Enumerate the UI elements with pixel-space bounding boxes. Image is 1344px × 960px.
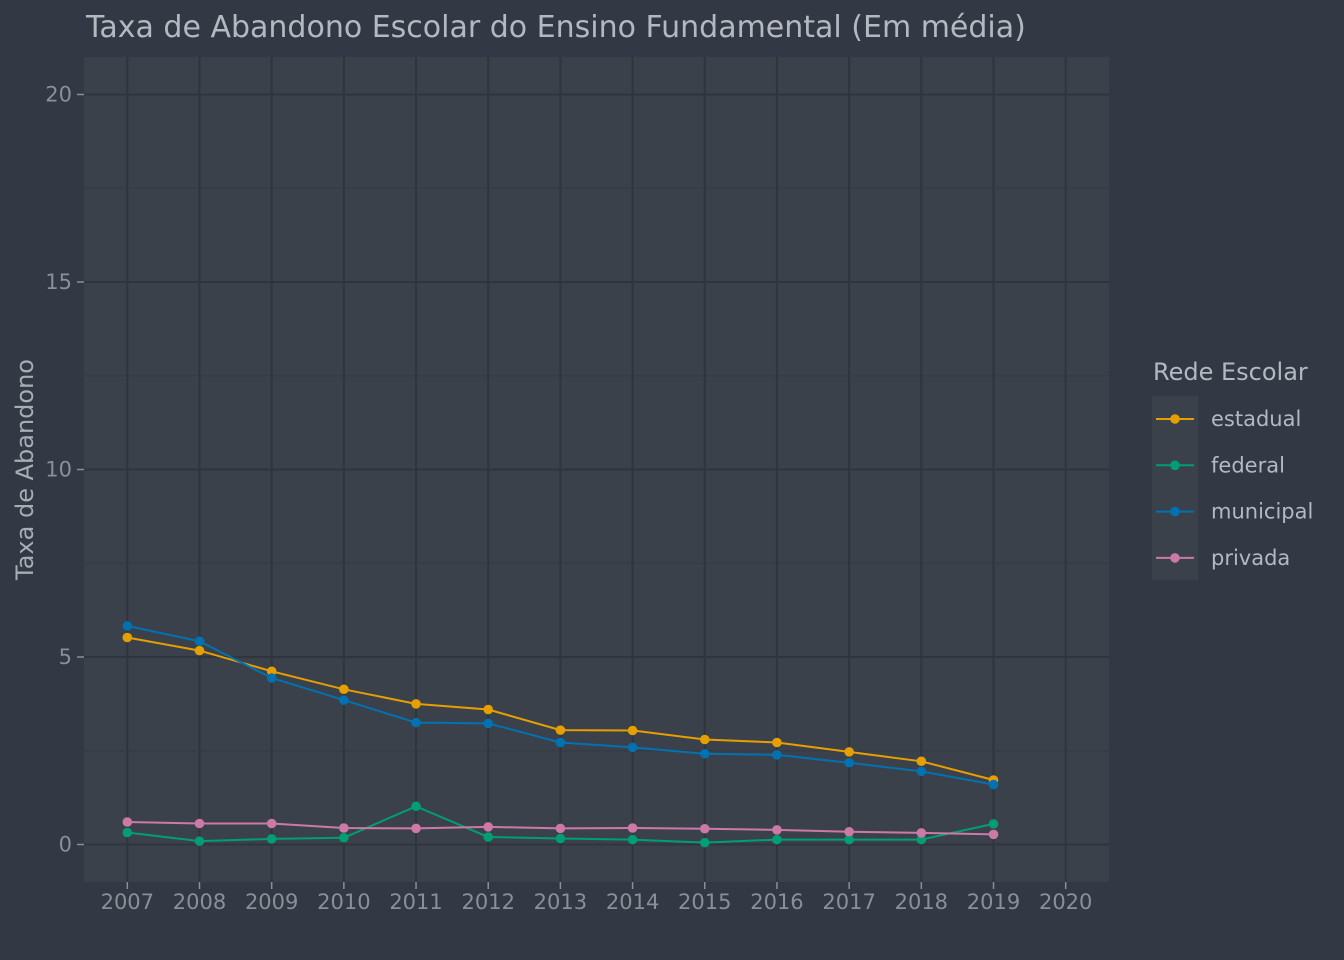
x-tick-label: 2015	[678, 890, 731, 914]
legend-items: estadual federal municipal privada	[1156, 407, 1313, 570]
data-point-estadual	[483, 704, 494, 715]
data-point-federal	[266, 834, 277, 844]
data-point-privada	[555, 823, 566, 834]
data-point-federal	[483, 832, 494, 842]
data-point-municipal	[483, 718, 494, 729]
data-point-municipal	[988, 779, 999, 790]
data-point-federal	[194, 836, 205, 846]
data-point-privada	[122, 817, 133, 827]
data-point-estadual	[555, 725, 566, 735]
data-point-privada	[194, 818, 205, 829]
x-tick-label: 2009	[245, 890, 298, 914]
legend-key-point	[1170, 460, 1180, 471]
y-tick-label: 0	[59, 833, 72, 857]
x-tick-label: 2019	[967, 890, 1020, 914]
data-point-municipal	[699, 748, 710, 759]
data-point-municipal	[122, 621, 133, 631]
legend-key-point	[1170, 553, 1180, 563]
data-point-estadual	[122, 632, 133, 643]
legend-label-estadual: estadual	[1211, 407, 1301, 431]
data-point-municipal	[844, 757, 854, 768]
y-tick-label: 5	[59, 645, 72, 669]
legend-title: Rede Escolar	[1153, 358, 1308, 386]
data-point-privada	[699, 823, 710, 834]
legend-key-background	[1152, 396, 1198, 580]
data-point-estadual	[844, 747, 854, 757]
x-tick-label: 2013	[534, 890, 587, 914]
data-point-federal	[772, 834, 782, 845]
y-axis: 0 5 10 15 20	[45, 83, 84, 857]
x-axis: 2007 2008 2009 2010 2011 2012 2013 2014 2015 2016…	[101, 882, 1092, 914]
legend-label-federal: federal	[1211, 453, 1285, 477]
data-point-estadual	[339, 684, 349, 695]
legend-key-point	[1170, 414, 1180, 424]
legend-label-municipal: municipal	[1211, 500, 1313, 524]
data-point-municipal	[772, 750, 782, 760]
data-point-federal	[988, 819, 999, 829]
data-point-municipal	[627, 742, 638, 753]
data-point-federal	[555, 833, 566, 844]
data-point-municipal	[916, 766, 927, 777]
data-point-federal	[627, 834, 638, 845]
y-tick-label: 20	[45, 83, 72, 107]
data-point-estadual	[916, 756, 927, 767]
data-point-municipal	[411, 717, 421, 728]
x-tick-label: 2017	[822, 890, 875, 914]
data-point-privada	[627, 823, 638, 833]
x-tick-label: 2016	[750, 890, 803, 914]
data-point-privada	[916, 828, 927, 838]
x-tick-label: 2010	[317, 890, 370, 914]
x-tick-label: 2020	[1039, 890, 1092, 914]
x-tick-label: 2008	[173, 890, 226, 914]
data-point-estadual	[627, 725, 638, 736]
data-point-estadual	[194, 645, 205, 656]
y-tick-label: 10	[45, 458, 72, 482]
legend: Rede Escolar estadual federal municipal pri…	[1152, 358, 1313, 580]
data-point-estadual	[772, 737, 782, 748]
x-tick-label: 2012	[461, 890, 514, 914]
data-point-privada	[988, 829, 999, 840]
x-tick-label: 2011	[389, 890, 442, 914]
data-point-privada	[844, 826, 854, 837]
data-point-privada	[339, 823, 349, 833]
data-point-federal	[411, 801, 421, 812]
series-points	[122, 621, 999, 848]
chart-title: Taxa de Abandono Escolar do Ensino Funda…	[85, 10, 1026, 45]
y-tick-label: 15	[45, 270, 72, 294]
data-point-municipal	[266, 673, 277, 683]
legend-key-point	[1170, 506, 1180, 517]
x-tick-label: 2007	[101, 890, 154, 914]
data-point-municipal	[555, 737, 566, 748]
data-point-federal	[916, 834, 927, 845]
data-point-municipal	[339, 695, 349, 705]
legend-label-privada: privada	[1211, 546, 1290, 570]
data-point-federal	[699, 837, 710, 848]
y-axis-label: Taxa de Abandono	[11, 359, 39, 581]
data-point-privada	[411, 823, 421, 834]
data-point-municipal	[194, 636, 205, 647]
data-point-federal	[122, 827, 133, 838]
x-tick-label: 2018	[895, 890, 948, 914]
data-point-estadual	[411, 699, 421, 709]
data-point-estadual	[266, 666, 277, 677]
x-tick-label: 2014	[606, 890, 659, 914]
data-point-privada	[266, 818, 277, 829]
data-point-federal	[844, 834, 854, 845]
data-point-privada	[772, 825, 782, 835]
data-point-privada	[483, 822, 494, 832]
data-point-federal	[339, 832, 349, 843]
data-point-estadual	[699, 734, 710, 745]
minor-gridlines	[84, 187, 1109, 752]
